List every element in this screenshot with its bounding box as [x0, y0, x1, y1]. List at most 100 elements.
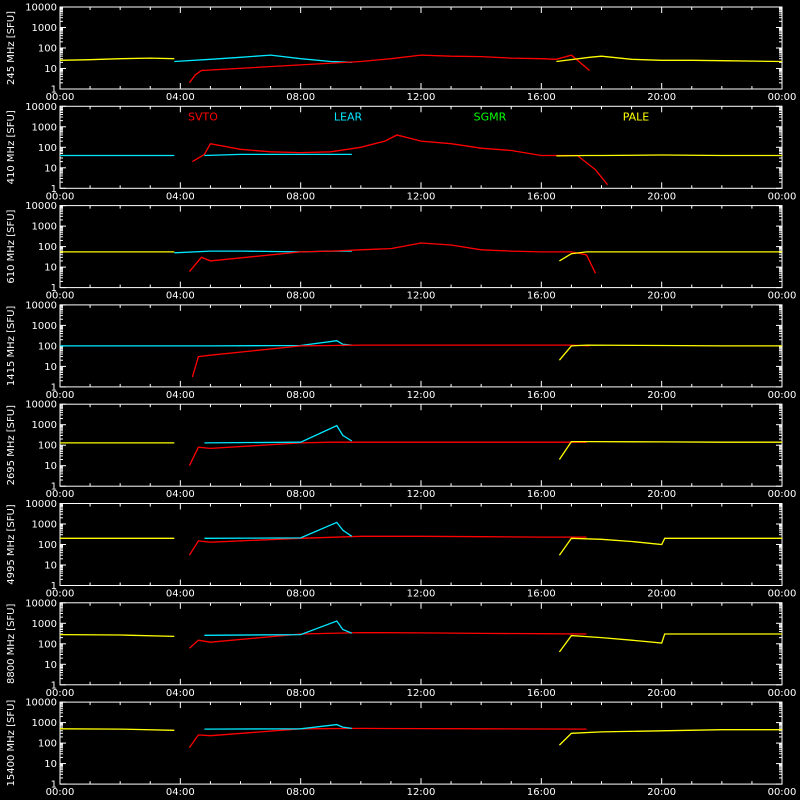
y-tick-label: 10000 [25, 598, 57, 609]
series-line-pale [59, 728, 175, 731]
x-tick-label: 04:00 [166, 291, 195, 302]
y-tick-label: 1 [51, 680, 57, 691]
y-axis-label: 4995 MHz [SFU] [6, 504, 17, 585]
y-tick-label: 10 [44, 660, 57, 671]
y-tick-label: 100 [38, 341, 57, 352]
y-tick-label: 10 [44, 759, 57, 770]
x-tick-label: 00:00 [46, 489, 75, 500]
y-tick-label: 1000 [32, 222, 57, 233]
x-tick-label: 16:00 [527, 191, 556, 202]
y-axis-label: 1415 MHz [SFU] [6, 306, 17, 387]
panel-frame [59, 205, 783, 289]
series-line-svto [191, 344, 590, 378]
y-tick-label: 10 [44, 561, 57, 572]
x-tick-label: 00:00 [768, 787, 797, 798]
x-tick-label: 00:00 [768, 191, 797, 202]
x-tick-label: 08:00 [286, 291, 315, 302]
y-tick-label: 10 [44, 461, 57, 472]
y-tick-label: 1000 [32, 420, 57, 431]
series-line-lear [174, 54, 352, 63]
x-tick-label: 04:00 [166, 787, 195, 798]
panel-frame [59, 701, 783, 785]
series-line-pale [59, 57, 175, 61]
x-tick-label: 04:00 [166, 589, 195, 600]
y-tick-label: 1 [51, 283, 57, 294]
series-line-svto [192, 134, 609, 186]
series-line-lear [204, 723, 352, 730]
y-tick-label: 10000 [25, 201, 57, 212]
legend-lear: LEAR [334, 110, 363, 123]
x-tick-label: 16:00 [527, 688, 556, 699]
x-tick-label: 00:00 [46, 390, 75, 401]
y-tick-label: 100 [38, 639, 57, 650]
legend-svto: SVTO [188, 110, 218, 123]
series-line-pale [556, 154, 782, 157]
series-line-pale [558, 633, 782, 653]
y-tick-label: 100 [38, 441, 57, 452]
x-tick-label: 00:00 [768, 688, 797, 699]
y-tick-label: 1 [51, 184, 57, 195]
x-tick-label: 16:00 [527, 489, 556, 500]
y-tick-label: 1000 [32, 321, 57, 332]
x-tick-label: 08:00 [286, 489, 315, 500]
y-tick-label: 10000 [25, 300, 57, 311]
y-tick-label: 100 [38, 540, 57, 551]
y-tick-label: 1 [51, 581, 57, 592]
panel-frame [59, 403, 783, 487]
y-tick-label: 1 [51, 482, 57, 493]
x-tick-label: 20:00 [647, 589, 676, 600]
series-line-pale [558, 537, 782, 556]
x-tick-label: 16:00 [527, 589, 556, 600]
x-tick-label: 04:00 [166, 390, 195, 401]
y-tick-label: 10 [44, 362, 57, 373]
panel-frame [59, 105, 783, 189]
x-tick-label: 00:00 [46, 191, 75, 202]
x-tick-label: 20:00 [647, 191, 676, 202]
x-tick-label: 16:00 [527, 787, 556, 798]
y-tick-label: 100 [38, 242, 57, 253]
x-tick-label: 00:00 [46, 92, 75, 103]
y-axis-label: 610 MHz [SFU] [6, 209, 17, 283]
y-axis-label: 245 MHz [SFU] [6, 11, 17, 85]
y-tick-label: 1000 [32, 23, 57, 34]
x-tick-label: 08:00 [286, 688, 315, 699]
y-axis-label: 410 MHz [SFU] [6, 110, 17, 184]
x-tick-label: 20:00 [647, 390, 676, 401]
x-tick-label: 12:00 [407, 390, 436, 401]
y-tick-label: 10000 [25, 102, 57, 113]
series-line-lear [204, 153, 352, 157]
series-line-pale [59, 633, 175, 638]
x-tick-label: 08:00 [286, 191, 315, 202]
y-tick-label: 1000 [32, 718, 57, 729]
x-tick-label: 12:00 [407, 291, 436, 302]
y-tick-label: 10 [44, 64, 57, 75]
x-tick-label: 16:00 [527, 390, 556, 401]
y-tick-label: 10 [44, 263, 57, 274]
y-tick-label: 10000 [25, 499, 57, 510]
series-line-lear [204, 521, 353, 539]
y-tick-label: 1000 [32, 122, 57, 133]
x-tick-label: 16:00 [527, 291, 556, 302]
series-line-svto [188, 631, 587, 649]
x-tick-label: 00:00 [46, 589, 75, 600]
x-tick-label: 08:00 [286, 390, 315, 401]
y-tick-label: 100 [38, 143, 57, 154]
series-line-lear [60, 340, 352, 347]
x-tick-label: 04:00 [166, 92, 195, 103]
x-tick-label: 04:00 [166, 489, 195, 500]
series-line-pale [559, 251, 782, 262]
y-tick-label: 1000 [32, 520, 57, 531]
x-tick-label: 12:00 [407, 787, 436, 798]
series-line-svto [188, 242, 597, 274]
y-axis-label: 8800 MHz [SFU] [6, 603, 17, 684]
x-tick-label: 20:00 [647, 688, 676, 699]
x-tick-label: 00:00 [768, 589, 797, 600]
series-line-svto [188, 441, 587, 466]
y-tick-label: 10000 [25, 3, 57, 14]
y-tick-label: 1 [51, 85, 57, 96]
x-tick-label: 12:00 [407, 92, 436, 103]
series-line-pale [556, 55, 783, 63]
x-tick-label: 00:00 [768, 291, 797, 302]
panel-frame [59, 503, 783, 586]
